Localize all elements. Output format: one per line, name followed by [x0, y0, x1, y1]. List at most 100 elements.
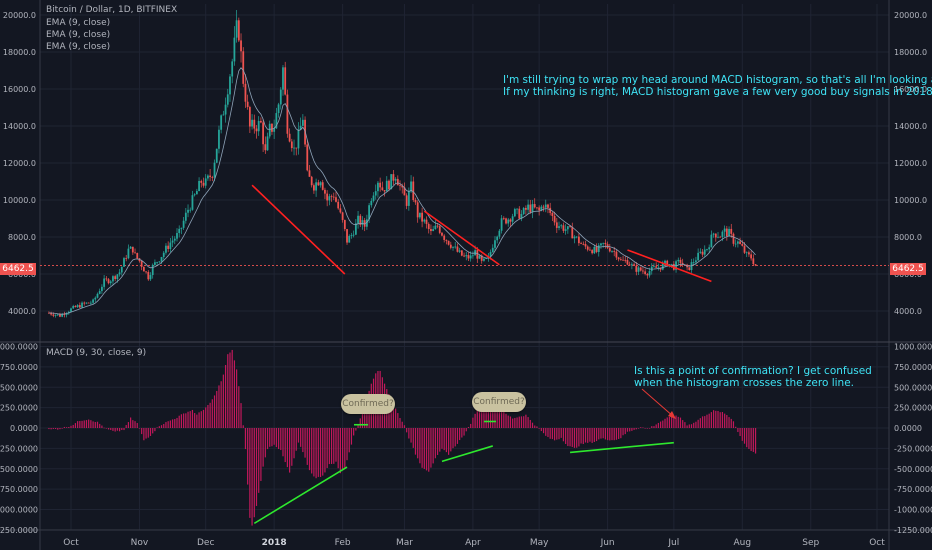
candle-body-73 [231, 61, 234, 77]
histogram-bar-42 [163, 423, 165, 428]
histogram-bar-60 [202, 409, 205, 428]
candle-body-53 [187, 209, 189, 213]
candle-body-172 [449, 244, 452, 248]
histogram-bar-97 [284, 428, 286, 463]
histogram-bar-309 [752, 428, 754, 452]
histogram-bar-244 [609, 428, 611, 441]
candle-body-298 [728, 228, 730, 236]
candle-body-55 [191, 195, 194, 210]
histogram-bar-51 [183, 413, 185, 428]
histogram-bar-193 [496, 407, 498, 428]
histogram-bar-112 [317, 428, 319, 477]
confirmed-bubble-2[interactable]: Confirmed? [472, 392, 526, 412]
histogram-bar-236 [591, 428, 593, 443]
candle-body-276 [679, 259, 682, 263]
histogram-bar-173 [452, 428, 454, 449]
candle-body-259 [642, 270, 644, 272]
candle-body-264 [653, 266, 655, 268]
price-note-line-2: If my thinking is right, MACD histogram … [503, 86, 932, 98]
histogram-bar-80 [247, 428, 249, 485]
candle-body-297 [725, 228, 728, 236]
histogram-bar-74 [233, 360, 236, 428]
histogram-bar-19 [112, 428, 114, 431]
candle-body-185 [478, 255, 481, 259]
price-tick-right-4: 12000.0 [894, 159, 927, 168]
histogram-bar-105 [302, 428, 304, 453]
histogram-bar-293 [717, 410, 719, 428]
histogram-bar-27 [130, 417, 132, 428]
macd-trendline-2 [441, 445, 494, 463]
ema-line [48, 67, 756, 315]
candle-body-93 [275, 113, 278, 129]
price-tick-right-1: 18000.0 [894, 48, 927, 57]
histogram-bar-129 [355, 428, 357, 431]
histogram-bar-310 [754, 428, 757, 454]
candle-body-119 [332, 196, 335, 198]
histogram-bar-255 [633, 428, 635, 430]
histogram-bar-125 [346, 428, 348, 461]
macd-tick-right-2: 500.0000 [894, 383, 932, 392]
histogram-bar-282 [693, 422, 695, 428]
histogram-bar-109 [311, 428, 313, 474]
confirmed-bubble-1[interactable]: Confirmed? [341, 394, 395, 414]
candle-body-147 [394, 178, 397, 181]
histogram-bar-234 [587, 428, 589, 443]
candle-body-2 [74, 305, 77, 308]
annotation-arrow-shaft [641, 388, 675, 418]
histogram-bar--7 [54, 428, 57, 429]
histogram-bar-303 [739, 428, 741, 437]
candle-body-227 [571, 227, 574, 239]
histogram-bar-17 [107, 428, 110, 430]
histogram-bar-256 [635, 428, 637, 430]
histogram-bar-289 [708, 413, 710, 428]
histogram-bar-169 [443, 428, 445, 451]
candle-body-218 [551, 212, 554, 216]
macd-tick-right-0: 1000.0000 [894, 343, 932, 352]
candle-body-168 [441, 232, 443, 236]
candle-body-160 [423, 219, 426, 222]
histogram-bar-31 [138, 428, 141, 429]
histogram-bar-288 [706, 414, 708, 428]
histogram-bar-117 [328, 428, 330, 465]
candle-body-52 [184, 212, 187, 221]
candle-body-203 [518, 208, 521, 219]
candle-body-226 [569, 226, 571, 228]
histogram-bar-34 [145, 428, 147, 439]
histogram-bar-48 [176, 417, 178, 428]
histogram-bar-126 [348, 428, 350, 453]
candle-body-145 [390, 174, 393, 190]
candle-body-63 [209, 175, 212, 177]
histogram-bar-119 [333, 428, 335, 464]
candle-body-304 [741, 243, 744, 246]
candle-body-270 [666, 260, 669, 267]
price-tick-right-3: 14000.0 [894, 122, 927, 131]
candle-body-87 [262, 122, 265, 145]
histogram-bar-26 [127, 422, 130, 428]
candle-body-67 [218, 129, 220, 149]
histogram-bar-20 [114, 428, 116, 432]
candle-body-248 [617, 257, 620, 260]
candle-body-41 [160, 257, 163, 262]
histogram-bar-219 [554, 428, 556, 441]
time-tick-10: Aug [734, 538, 752, 548]
histogram-bar-192 [494, 406, 496, 428]
candle-body-195 [500, 218, 503, 231]
histogram-bar-69 [222, 374, 224, 428]
candle-body-233 [584, 244, 587, 247]
candle-body-158 [418, 212, 421, 218]
histogram-bar-229 [576, 428, 578, 448]
histogram-bar-93 [275, 428, 277, 448]
candle-body-68 [220, 115, 223, 130]
candle-body-32 [140, 261, 143, 267]
candle-body-212 [538, 207, 541, 211]
histogram-bar-86 [260, 428, 262, 481]
time-tick-2: Dec [197, 538, 214, 548]
histogram-bar-102 [295, 428, 297, 451]
histogram-bar-77 [240, 403, 242, 428]
histogram-bar-149 [399, 418, 401, 428]
candle-body-135 [368, 205, 371, 220]
histogram-bar-220 [556, 428, 558, 440]
candle-body-209 [531, 204, 534, 213]
candle-body-138 [374, 191, 377, 196]
